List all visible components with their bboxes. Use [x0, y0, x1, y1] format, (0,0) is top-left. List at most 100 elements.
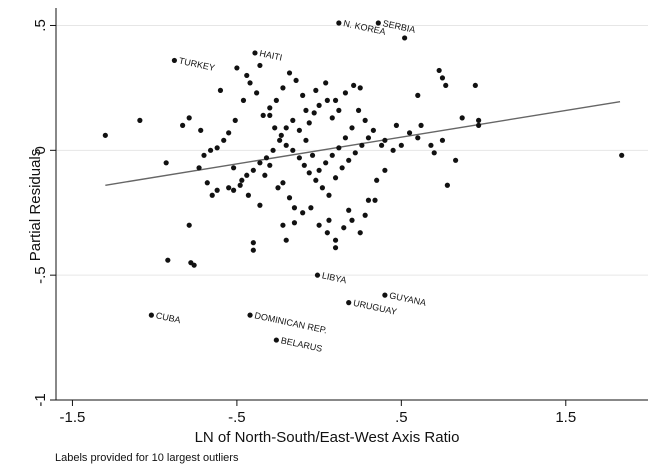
data-point-83	[226, 130, 232, 136]
outlier-label-3: TURKEY	[178, 56, 216, 73]
outlier-label-2: HAITI	[259, 48, 284, 63]
data-point-106	[359, 142, 365, 148]
data-point-43	[390, 147, 396, 153]
outlier-point-6	[346, 300, 352, 306]
data-point-5	[186, 222, 192, 228]
data-point-122	[277, 137, 283, 143]
outlier-label-0: N. KOREA	[342, 18, 386, 37]
data-point-130	[329, 115, 335, 121]
data-point-92	[272, 125, 278, 131]
data-point-84	[221, 137, 227, 143]
data-point-99	[313, 177, 319, 183]
data-point-69	[311, 110, 317, 116]
data-point-114	[329, 152, 335, 158]
outlier-label-7: CUBA	[155, 310, 182, 325]
axes: .5 0 -.5 -1 -1.5 -.5 .5 1.5	[32, 8, 648, 426]
data-point-26	[291, 205, 298, 211]
data-point-2	[165, 257, 171, 263]
data-point-95	[290, 147, 296, 153]
data-point-44	[398, 142, 404, 148]
outlier-label-1: SERBIA	[382, 18, 416, 35]
data-point-112	[342, 135, 349, 141]
data-point-6	[163, 160, 169, 166]
data-point-100	[319, 185, 325, 191]
data-point-81	[240, 97, 247, 103]
data-point-116	[316, 167, 322, 173]
data-point-137	[362, 212, 368, 218]
x-axis-title: LN of North-South/East-West Axis Ratio	[195, 429, 460, 446]
data-point-56	[472, 82, 478, 89]
data-point-67	[324, 97, 330, 103]
data-point-22	[267, 162, 273, 168]
data-point-96	[296, 155, 302, 161]
data-point-25	[286, 195, 293, 201]
data-point-107	[365, 135, 372, 141]
outlier-point-3	[171, 57, 177, 64]
data-point-19	[250, 247, 256, 253]
data-point-52	[453, 157, 459, 163]
data-point-21	[262, 172, 268, 178]
data-point-13	[214, 187, 220, 193]
data-point-91	[267, 112, 273, 118]
data-point-136	[372, 197, 378, 203]
data-point-76	[267, 105, 273, 111]
data-point-72	[293, 77, 299, 84]
data-point-29	[291, 220, 298, 226]
data-point-109	[362, 117, 368, 123]
data-point-87	[201, 152, 207, 158]
data-point-108	[370, 127, 376, 133]
data-point-53	[459, 115, 465, 121]
data-point-127	[244, 172, 250, 178]
data-point-42	[379, 142, 385, 148]
data-point-4	[188, 260, 194, 266]
data-point-90	[257, 62, 263, 69]
data-point-47	[418, 122, 424, 128]
data-point-133	[313, 87, 319, 93]
y-tick-label-2: -.5	[32, 266, 49, 284]
data-point-88	[217, 87, 224, 93]
data-point-16	[239, 177, 245, 183]
outlier-label-6: URUGUAY	[352, 298, 397, 317]
data-point-123	[270, 147, 276, 153]
data-point-24	[280, 180, 286, 186]
data-point-55	[476, 117, 482, 123]
data-point-110	[355, 107, 362, 113]
data-point-85	[214, 145, 220, 151]
data-point-64	[351, 82, 357, 89]
data-point-37	[349, 217, 355, 223]
data-point-101	[326, 192, 332, 198]
data-point-10	[196, 165, 202, 171]
y-tick-label-3: -1	[32, 393, 49, 406]
data-point-17	[245, 192, 251, 198]
outlier-point-7	[148, 312, 154, 318]
data-point-97	[301, 162, 307, 168]
data-point-41	[382, 167, 388, 173]
data-point-34	[332, 237, 339, 243]
outlier-point-2	[252, 50, 258, 56]
data-point-12	[209, 192, 215, 198]
data-point-134	[303, 107, 309, 113]
data-point-135	[382, 137, 388, 143]
data-point-71	[300, 92, 306, 98]
data-point-94	[283, 142, 289, 148]
data-point-28	[283, 237, 289, 243]
data-point-73	[286, 70, 293, 76]
data-point-48	[428, 142, 434, 148]
outlier-point-8	[247, 312, 253, 318]
data-point-59	[436, 67, 442, 74]
data-point-117	[309, 152, 316, 158]
data-point-138	[346, 207, 352, 213]
data-point-33	[324, 230, 330, 236]
data-point-132	[323, 80, 329, 86]
data-point-124	[263, 155, 270, 161]
data-point-89	[234, 65, 240, 71]
data-point-111	[349, 125, 355, 131]
data-point-63	[357, 85, 363, 91]
data-point-126	[250, 167, 256, 173]
data-point-115	[323, 160, 329, 166]
data-point-78	[254, 90, 260, 96]
data-point-39	[365, 197, 372, 203]
data-point-49	[431, 150, 437, 156]
data-point-120	[290, 117, 296, 123]
outlier-point-0	[336, 20, 342, 26]
